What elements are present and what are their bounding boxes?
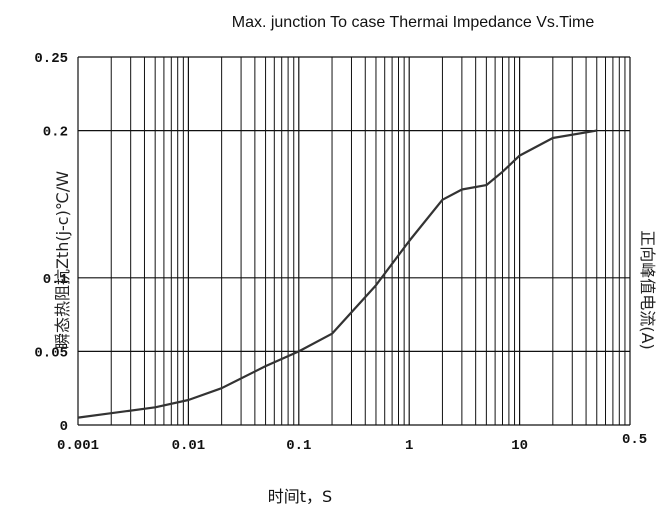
x-tick-label: 0.1 [286, 438, 311, 454]
y-tick-label: 0.2 [43, 125, 68, 141]
tick-labels: 0.001 0.01 0.1 1 10 0 0.05 0.1 0.2 0.25 [34, 51, 528, 454]
right-tick-label: 0.5 [622, 432, 647, 448]
y-axis-label-left: 瞬态热阻抗Zth(j-c)℃/W [53, 171, 72, 349]
x-axis-label: 时间t，S [268, 487, 332, 506]
y-tick-label: 0.05 [34, 345, 68, 361]
y-tick-label: 0.25 [34, 51, 68, 67]
y-tick-label: 0 [60, 419, 68, 435]
series-line [77, 129, 597, 419]
chart-title: Max. junction To case Thermai Impedance … [232, 14, 595, 31]
plot-area [77, 129, 597, 419]
x-tick-label: 10 [511, 438, 528, 454]
y-tick-label: 0.1 [43, 272, 68, 288]
grid [77, 56, 631, 426]
x-tick-label: 0.001 [57, 438, 99, 454]
x-tick-label: 0.01 [172, 438, 206, 454]
y-axis-label-right: 正向峰值电流(A) [638, 230, 657, 349]
x-tick-label: 1 [405, 438, 413, 454]
